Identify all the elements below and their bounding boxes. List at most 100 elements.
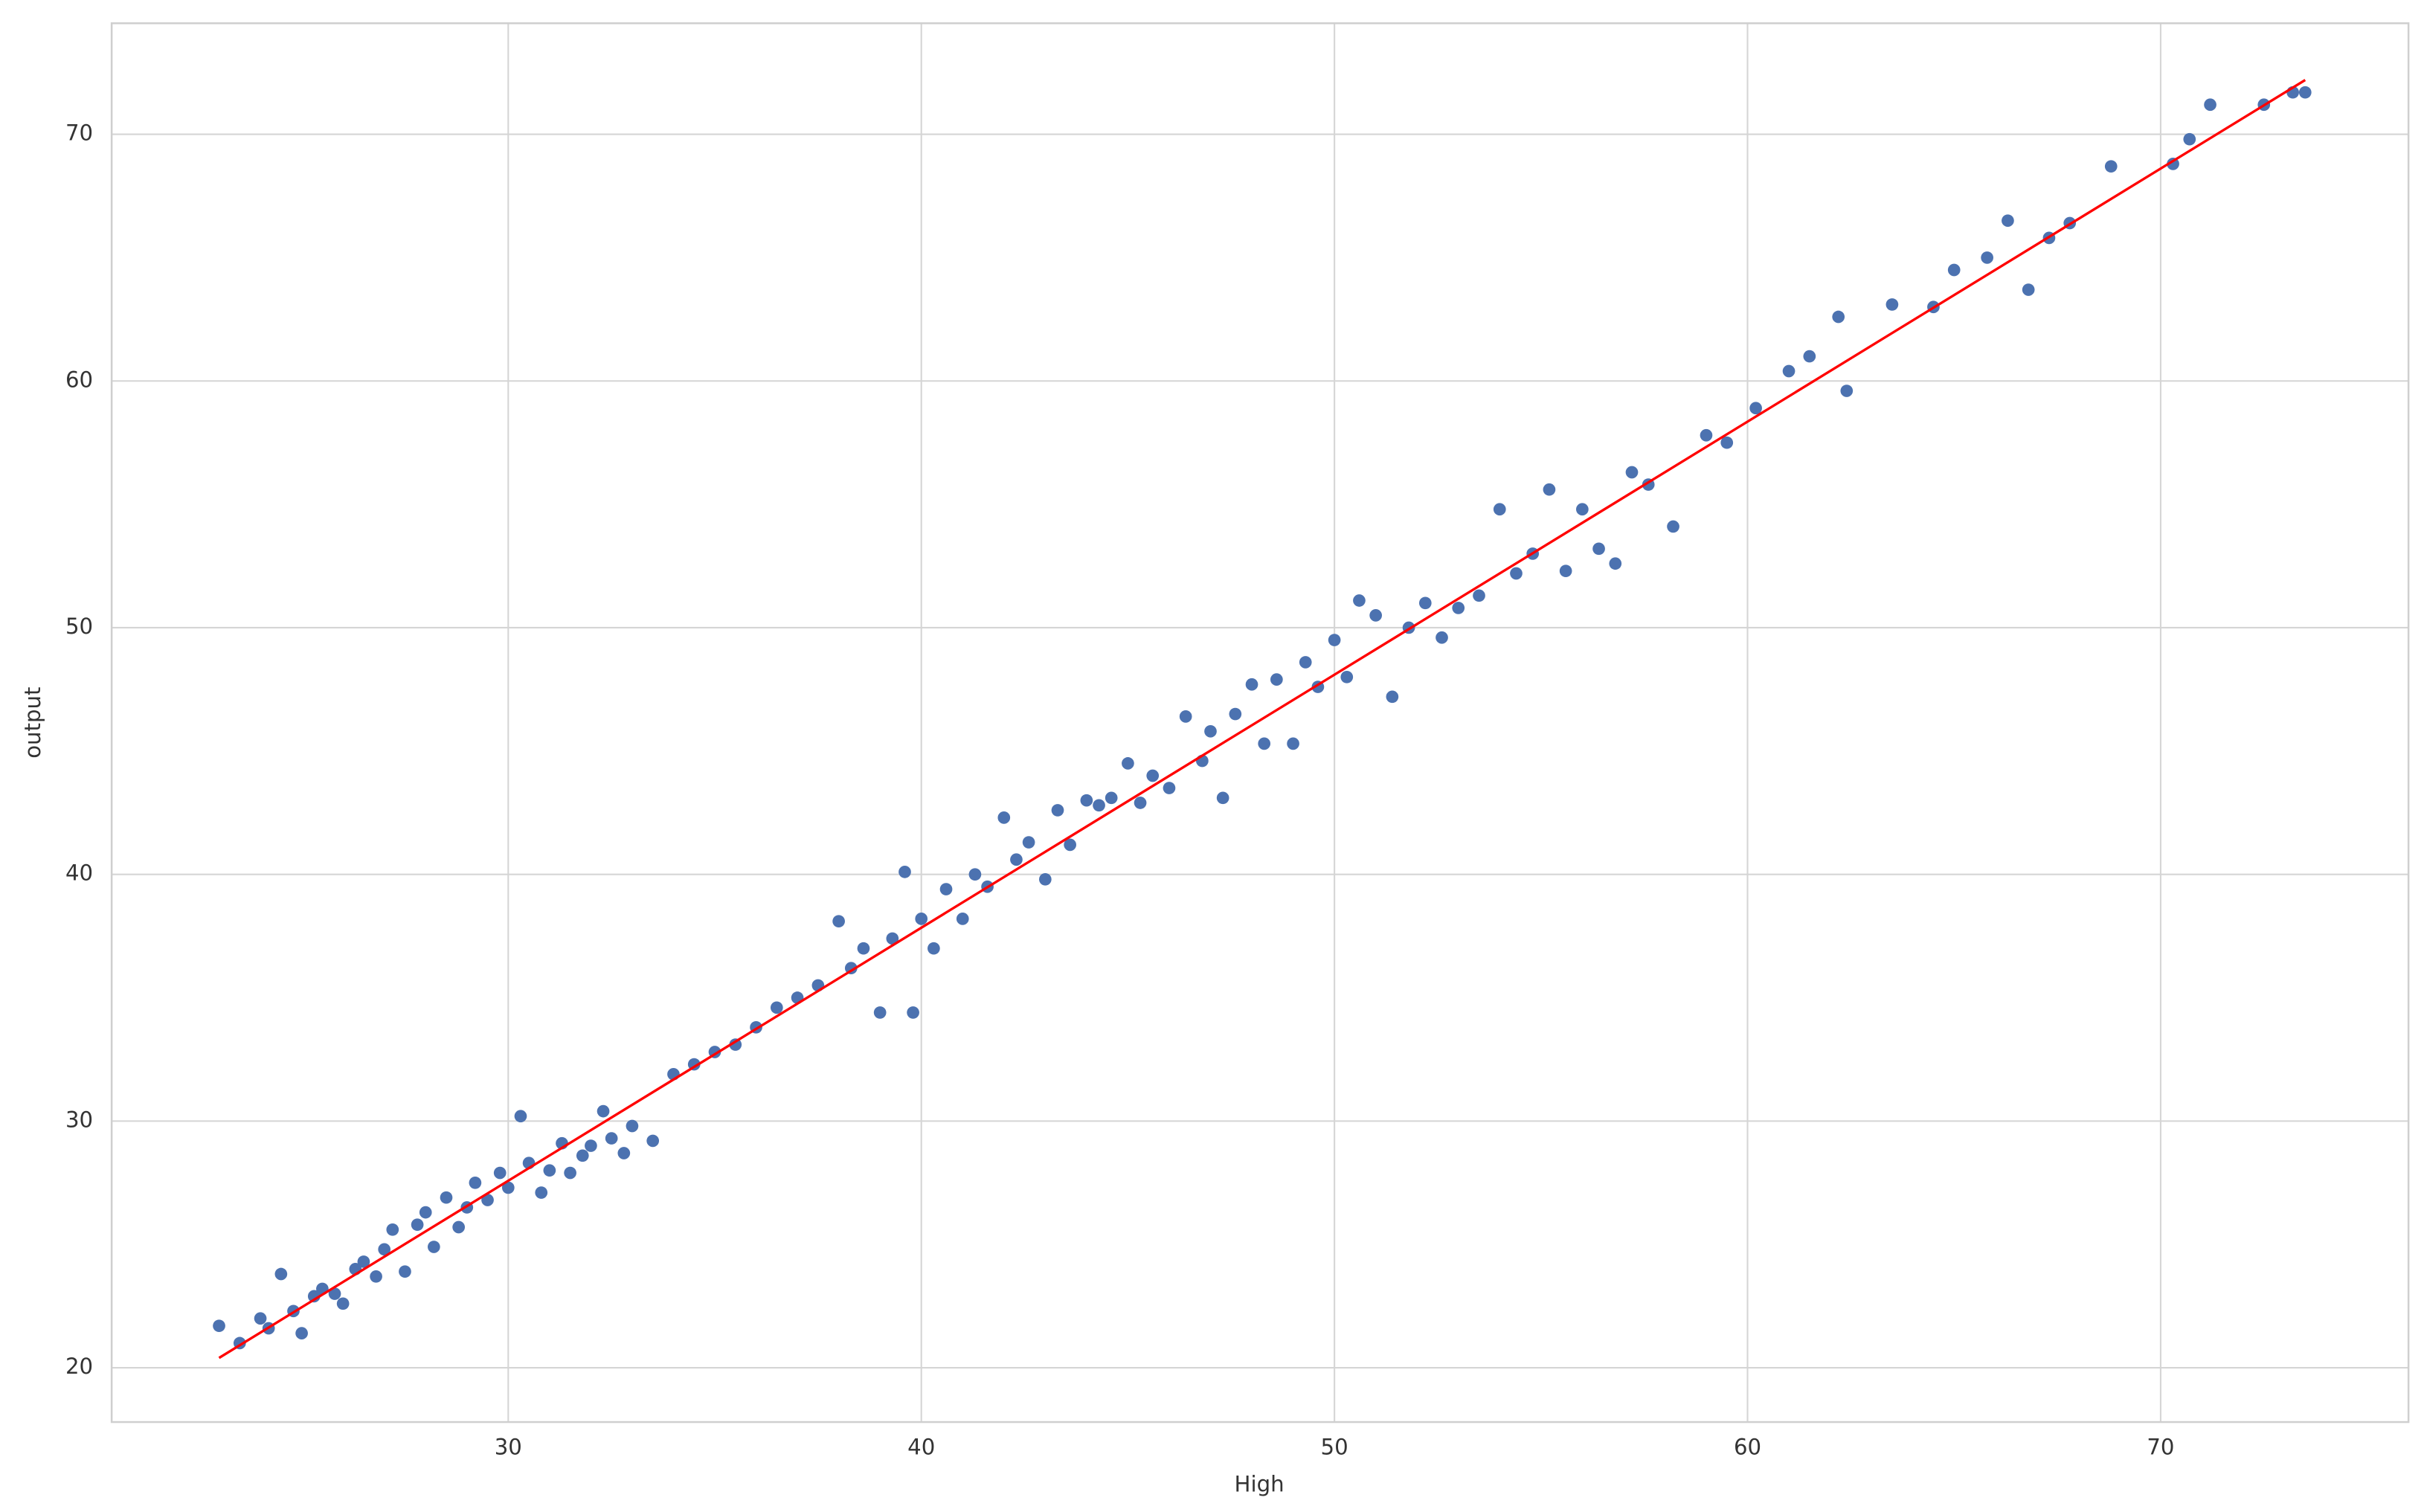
point <box>1885 298 1899 311</box>
x-axis-label: High <box>1235 1472 1285 1497</box>
point <box>328 1287 341 1300</box>
point <box>274 1267 288 1281</box>
point <box>1093 799 1105 812</box>
point <box>585 1139 597 1152</box>
point <box>2183 132 2196 146</box>
point <box>832 915 845 928</box>
point <box>1353 594 1366 607</box>
point <box>370 1270 382 1283</box>
point <box>378 1243 391 1256</box>
point <box>1947 263 1961 277</box>
x-tick-label: 30 <box>495 1434 522 1459</box>
point <box>939 883 953 895</box>
y-tick-label: 50 <box>65 614 93 639</box>
point <box>1134 797 1147 809</box>
point <box>770 1001 783 1014</box>
point <box>2204 98 2216 112</box>
point <box>1473 589 1485 602</box>
point <box>1609 557 1622 570</box>
point <box>1625 466 1639 479</box>
point <box>481 1194 494 1206</box>
point <box>307 1290 321 1303</box>
point <box>2022 283 2035 296</box>
point <box>2298 86 2312 99</box>
point <box>1493 503 1506 516</box>
point <box>1216 791 1229 805</box>
point <box>1270 673 1283 686</box>
point <box>1700 428 1713 442</box>
x-tick-label: 60 <box>1734 1434 1761 1459</box>
point <box>501 1181 515 1194</box>
point <box>1022 836 1035 849</box>
point <box>1510 567 1523 580</box>
point <box>411 1218 424 1232</box>
point <box>452 1220 466 1234</box>
point <box>626 1119 639 1133</box>
point <box>1592 542 1605 556</box>
point <box>493 1166 507 1180</box>
point <box>617 1147 631 1159</box>
point <box>1386 690 1399 704</box>
point <box>576 1149 589 1162</box>
point <box>2167 158 2179 170</box>
point <box>956 913 969 925</box>
point <box>543 1164 556 1177</box>
point <box>1051 804 1064 817</box>
point <box>1287 737 1299 750</box>
point <box>898 866 911 878</box>
plot-frame <box>110 22 2410 1423</box>
point <box>1179 710 1192 723</box>
point <box>1720 436 1734 449</box>
point <box>535 1186 548 1199</box>
point <box>1576 503 1589 516</box>
point <box>1667 520 1679 533</box>
point <box>399 1265 411 1278</box>
point <box>597 1104 610 1118</box>
point <box>440 1191 453 1204</box>
point <box>968 868 982 881</box>
point <box>419 1206 432 1219</box>
point <box>857 942 870 955</box>
x-tick-label: 40 <box>907 1434 935 1459</box>
point <box>469 1176 482 1189</box>
point <box>1080 794 1093 807</box>
point <box>1245 678 1258 691</box>
y-tick-label: 40 <box>65 860 93 886</box>
point <box>1543 483 1556 496</box>
point <box>1038 872 1052 886</box>
y-tick-label: 30 <box>65 1107 93 1132</box>
y-tick-label: 20 <box>65 1354 93 1379</box>
point <box>1832 310 1845 324</box>
point <box>213 1319 225 1333</box>
point <box>1436 631 1448 644</box>
point <box>1749 402 1762 415</box>
point <box>1122 757 1134 770</box>
point <box>1559 564 1572 578</box>
point <box>997 811 1011 824</box>
point <box>1204 724 1217 738</box>
point <box>1840 385 1854 397</box>
point <box>1064 838 1076 852</box>
point <box>1340 670 1354 683</box>
point <box>915 913 928 925</box>
point <box>386 1223 399 1236</box>
point <box>646 1134 660 1148</box>
y-tick-label: 70 <box>65 120 93 146</box>
point <box>1163 782 1176 794</box>
point <box>1229 707 1242 721</box>
point <box>1782 364 1796 378</box>
point <box>564 1166 576 1180</box>
point <box>1299 656 1312 669</box>
point <box>1803 350 1816 363</box>
point <box>1146 769 1160 782</box>
point <box>1105 791 1118 805</box>
point <box>1258 737 1271 750</box>
point <box>928 942 940 955</box>
point <box>886 932 899 945</box>
point <box>729 1038 742 1051</box>
point <box>427 1241 440 1253</box>
point <box>295 1327 308 1339</box>
point <box>336 1297 350 1310</box>
